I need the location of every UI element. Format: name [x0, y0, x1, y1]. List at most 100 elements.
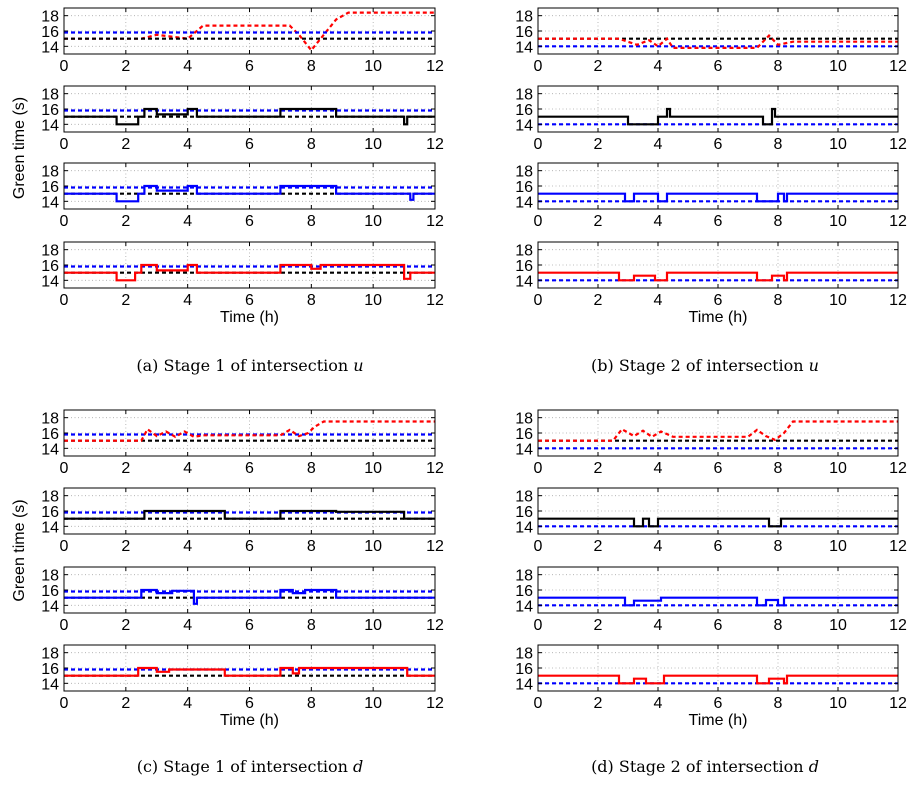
x-tick-label: 10	[364, 617, 382, 634]
x-tick-label: 6	[245, 460, 254, 477]
x-tick-label: 0	[60, 538, 69, 555]
y-tick-label: 18	[41, 243, 59, 260]
x-tick-label: 8	[774, 292, 783, 309]
x-tick-label: 8	[774, 538, 783, 555]
x-tick-label: 6	[714, 617, 723, 634]
y-axis-label: Green time (s)	[11, 499, 28, 601]
y-tick-label: 16	[515, 426, 533, 443]
x-tick-label: 6	[245, 617, 254, 634]
x-tick-label: 2	[594, 538, 603, 555]
x-tick-label: 4	[654, 538, 663, 555]
y-tick-label: 18	[515, 87, 533, 104]
series-line-black-solid	[538, 517, 898, 528]
x-tick-label: 6	[714, 292, 723, 309]
x-tick-label: 2	[121, 460, 130, 477]
x-tick-label: 8	[307, 58, 316, 75]
x-tick-label: 8	[307, 460, 316, 477]
y-tick-label: 18	[41, 411, 59, 428]
series-line-black-solid	[64, 107, 435, 126]
x-tick-label: 6	[245, 136, 254, 153]
caption-var: d	[808, 757, 819, 776]
x-tick-label: 2	[121, 292, 130, 309]
caption-text: (d) Stage 2 of intersection	[591, 757, 809, 776]
y-tick-label: 16	[41, 258, 59, 275]
x-tick-label: 0	[534, 460, 543, 477]
x-tick-label: 0	[534, 617, 543, 634]
x-tick-label: 0	[534, 292, 543, 309]
series-line-black-solid	[538, 107, 898, 126]
y-tick-label: 14	[41, 519, 59, 536]
x-tick-label: 8	[774, 58, 783, 75]
y-tick-label: 14	[41, 441, 59, 458]
x-tick-label: 6	[714, 695, 723, 712]
x-tick-label: 8	[774, 213, 783, 230]
x-tick-label: 0	[534, 213, 543, 230]
x-tick-label: 10	[364, 292, 382, 309]
x-tick-label: 8	[307, 617, 316, 634]
x-tick-label: 12	[426, 58, 444, 75]
y-tick-label: 18	[515, 568, 533, 585]
x-tick-label: 4	[183, 213, 192, 230]
x-tick-label: 6	[245, 58, 254, 75]
x-tick-label: 2	[121, 58, 130, 75]
x-tick-label: 12	[426, 292, 444, 309]
x-tick-label: 12	[426, 695, 444, 712]
y-tick-label: 16	[41, 24, 59, 41]
y-tick-label: 16	[41, 504, 59, 521]
x-tick-label: 4	[654, 292, 663, 309]
series-line-red-solid	[538, 271, 898, 282]
y-tick-label: 16	[515, 24, 533, 41]
x-tick-label: 8	[774, 136, 783, 153]
x-tick-label: 2	[594, 460, 603, 477]
caption-text: (a) Stage 1 of intersection	[136, 356, 354, 375]
x-tick-label: 12	[889, 213, 907, 230]
caption-var: d	[353, 757, 364, 776]
series-line-red-dashed	[64, 420, 435, 442]
x-tick-label: 0	[60, 617, 69, 634]
caption-var: u	[808, 356, 819, 375]
y-tick-label: 16	[515, 504, 533, 521]
x-axis-label: Time (h)	[220, 309, 279, 326]
x-tick-label: 4	[183, 136, 192, 153]
x-tick-label: 12	[889, 292, 907, 309]
x-tick-label: 2	[121, 213, 130, 230]
x-tick-label: 4	[183, 538, 192, 555]
x-tick-label: 12	[426, 617, 444, 634]
y-tick-label: 16	[515, 258, 533, 275]
x-tick-label: 10	[364, 136, 382, 153]
y-tick-label: 16	[41, 583, 59, 600]
x-tick-label: 2	[594, 58, 603, 75]
x-tick-label: 2	[594, 617, 603, 634]
x-tick-label: 12	[889, 695, 907, 712]
y-tick-label: 16	[515, 661, 533, 678]
x-tick-label: 6	[714, 136, 723, 153]
y-tick-label: 16	[41, 102, 59, 119]
x-tick-label: 10	[829, 58, 847, 75]
series-line-blue-solid	[64, 184, 435, 203]
x-tick-label: 2	[121, 695, 130, 712]
x-tick-label: 4	[183, 58, 192, 75]
x-tick-label: 10	[364, 58, 382, 75]
x-tick-label: 6	[714, 538, 723, 555]
y-tick-label: 14	[515, 194, 533, 211]
x-tick-label: 8	[774, 695, 783, 712]
x-tick-label: 10	[829, 213, 847, 230]
x-tick-label: 6	[245, 695, 254, 712]
caption-var: u	[353, 356, 364, 375]
x-axis-label: Time (h)	[689, 309, 748, 326]
series-line-blue-solid	[64, 588, 435, 605]
x-tick-label: 4	[183, 617, 192, 634]
x-tick-label: 10	[364, 695, 382, 712]
x-tick-label: 10	[364, 538, 382, 555]
x-tick-label: 4	[183, 292, 192, 309]
